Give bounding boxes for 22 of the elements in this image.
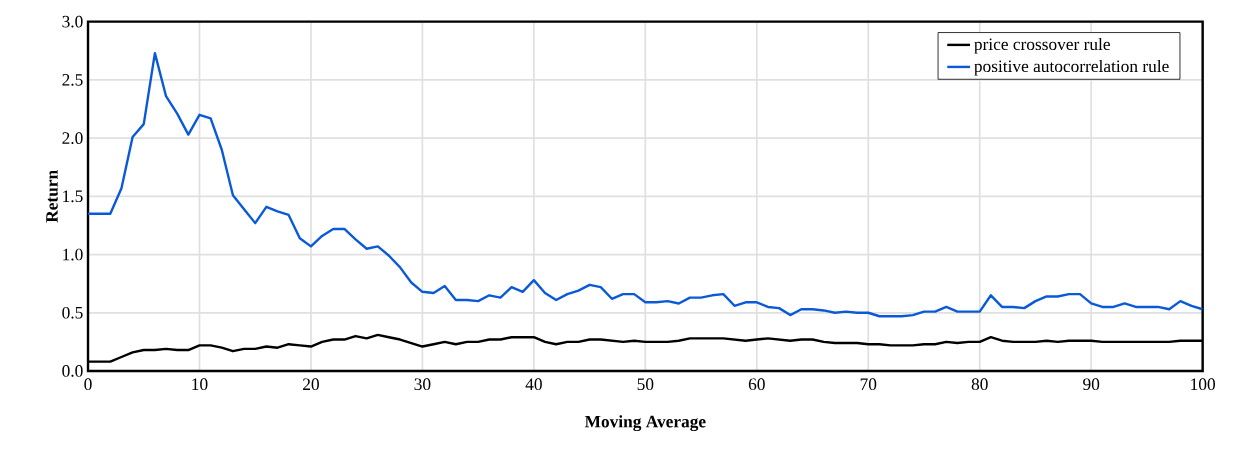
y-tick-label: 3.0	[62, 15, 83, 28]
x-tick-label: 100	[1191, 378, 1215, 391]
legend-label: price crossover rule	[974, 37, 1110, 54]
y-tick-label: 0.5	[62, 306, 83, 319]
x-tick-label: 60	[748, 378, 765, 391]
x-tick-label: 20	[303, 378, 319, 391]
legend-label: positive autocorrelation rule	[974, 59, 1169, 76]
x-tick-label: 80	[971, 378, 988, 391]
x-tick-label: 50	[637, 378, 654, 391]
y-tick-label: 0.0	[62, 365, 83, 377]
y-axis-title: Return	[46, 170, 58, 223]
x-axis-title: Moving Average	[584, 415, 706, 432]
x-tick-label: 40	[525, 378, 542, 391]
y-tick-label: 1.0	[63, 248, 83, 261]
x-tick-label: 70	[860, 378, 877, 391]
y-tick-label: 2.0	[62, 132, 83, 144]
y-tick-label: 2.5	[62, 74, 83, 86]
x-tick-label: 90	[1083, 378, 1100, 391]
y-tick-label: 1.5	[63, 190, 83, 203]
x-tick-label: 30	[414, 378, 431, 391]
x-tick-label: 10	[192, 378, 208, 391]
x-tick-label: 0	[84, 378, 92, 391]
